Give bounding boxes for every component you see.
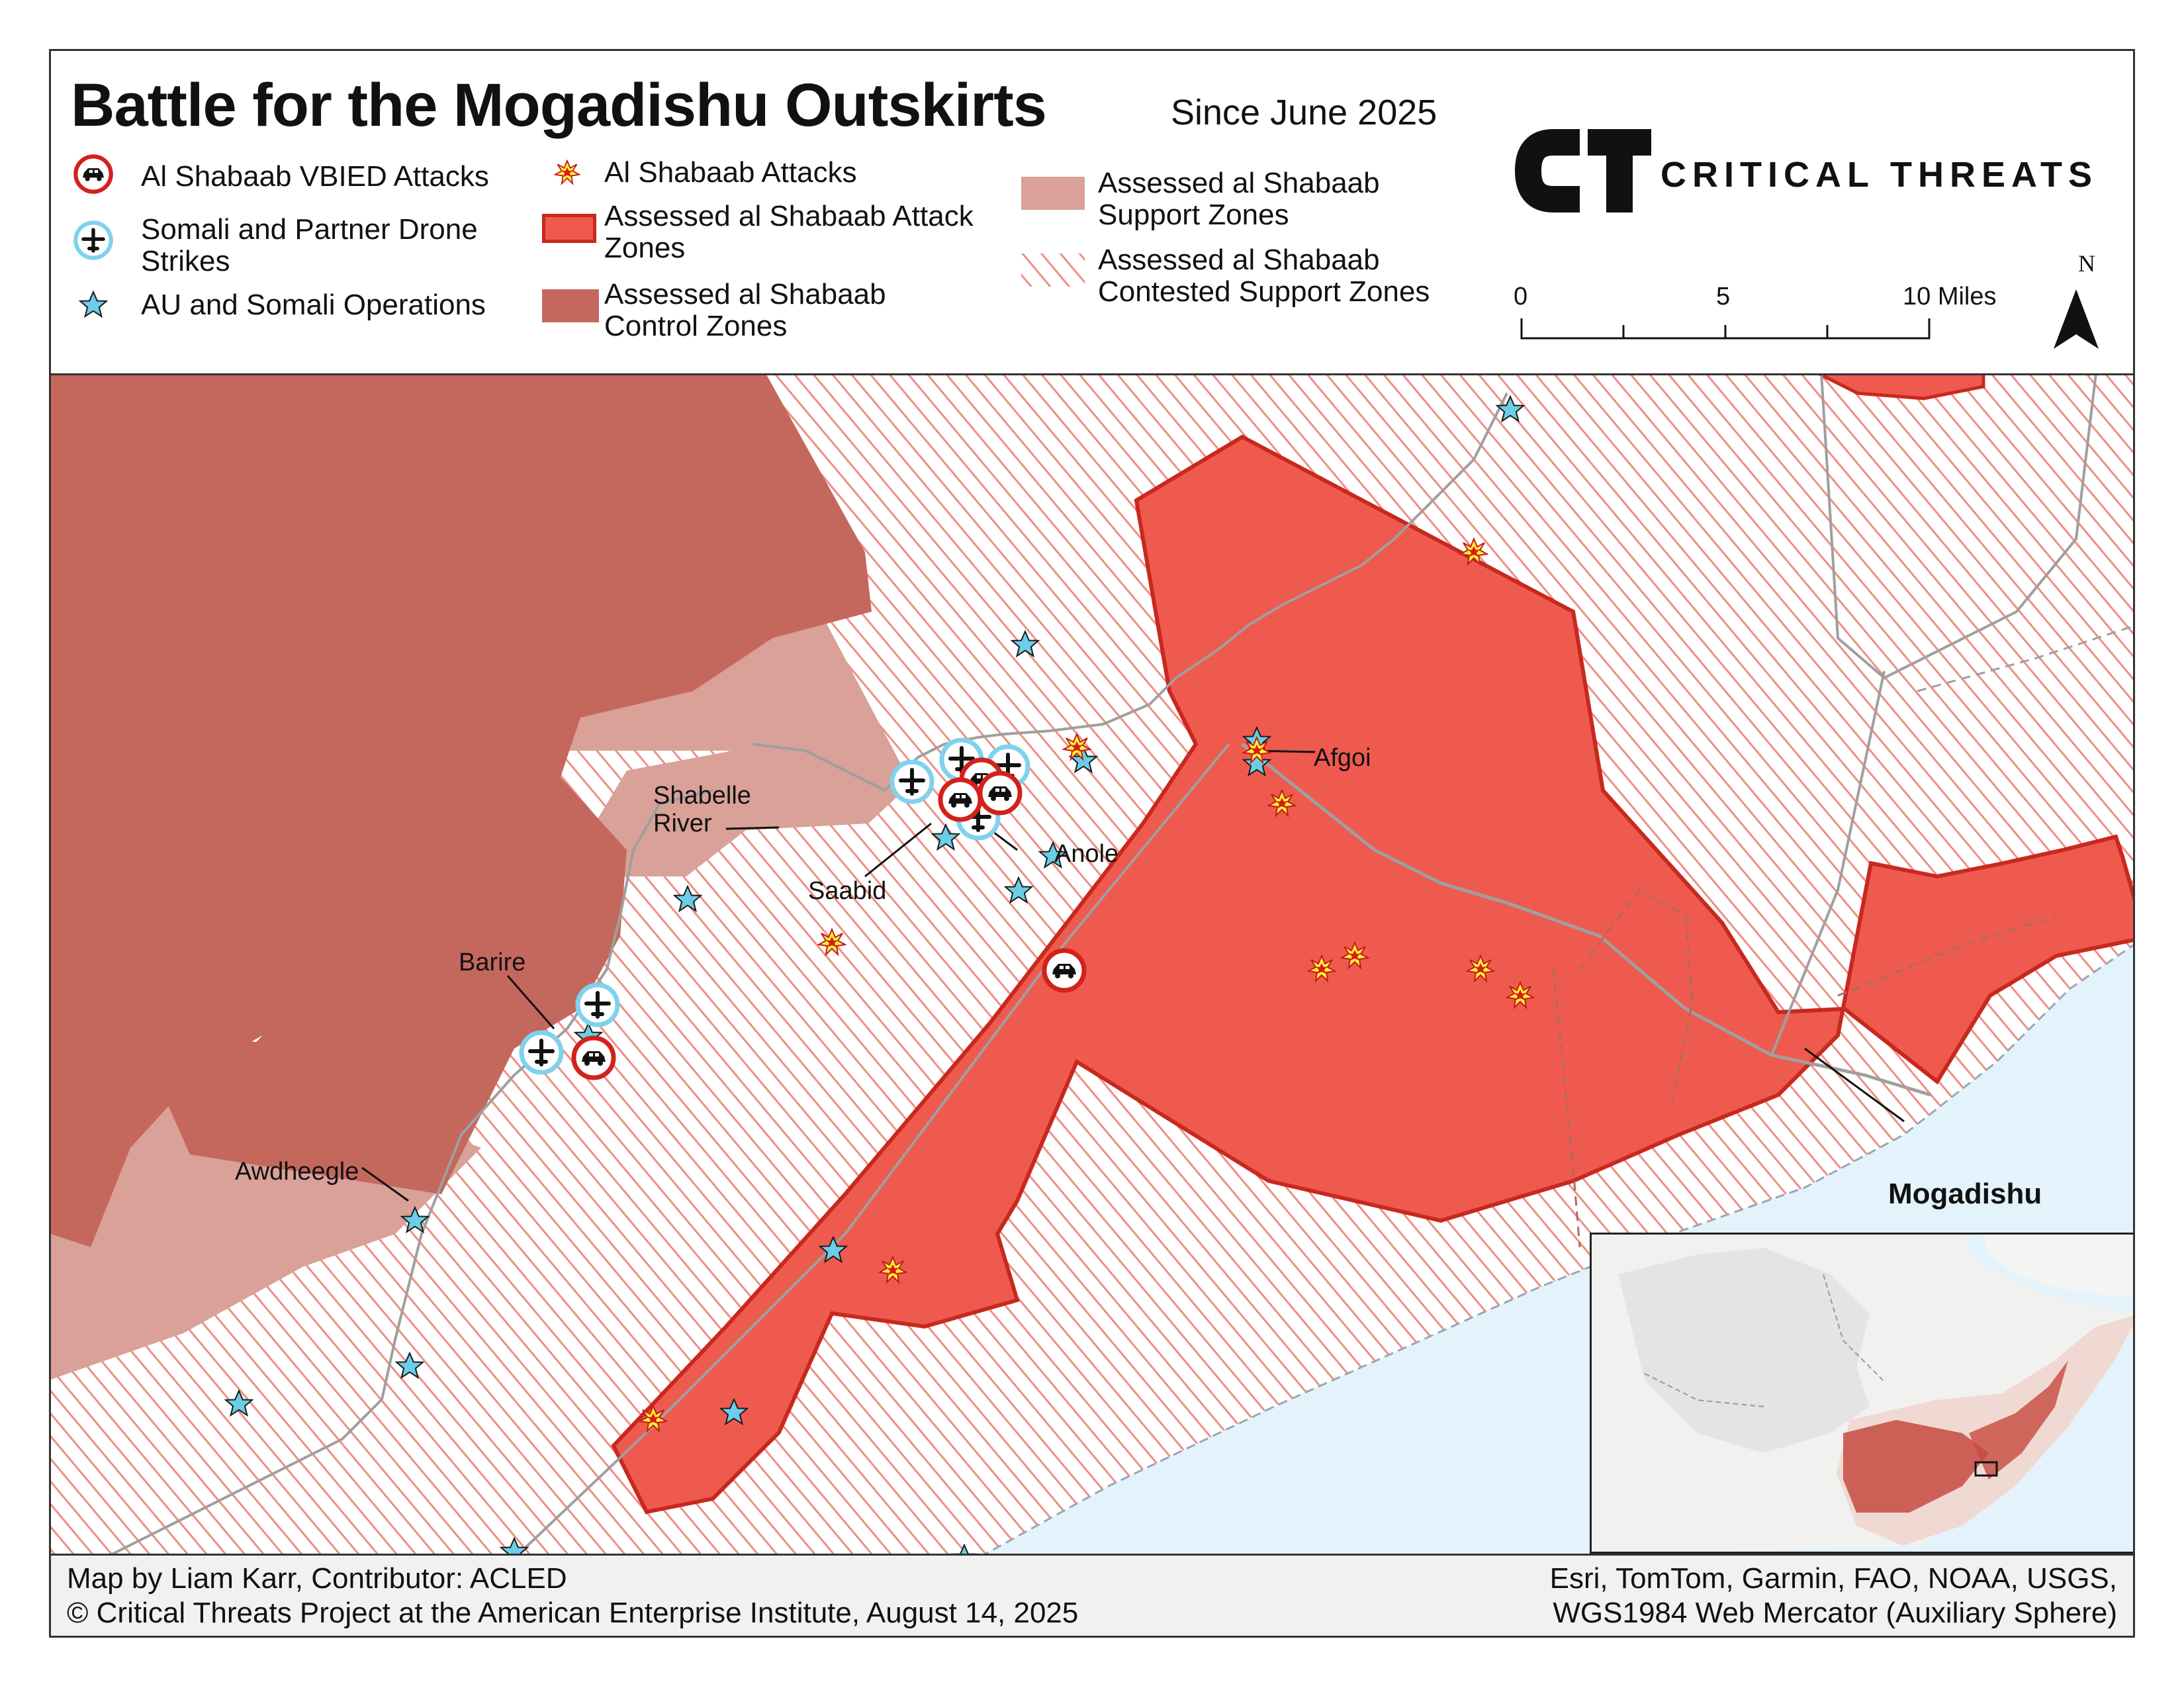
legend-operations-label: AU and Somali Operations	[141, 289, 486, 321]
critical-threats-logo	[1514, 129, 1651, 212]
place-label-mogadishu: Mogadishu	[1888, 1178, 2042, 1210]
legend-vbied: Al Shabaab VBIED Attacks	[72, 161, 489, 193]
legend-control-zones-label: Assessed al Shabaab Control Zones	[604, 278, 886, 342]
contested-zone-swatch	[1021, 254, 1085, 287]
scale-label-5: 5	[1716, 283, 1731, 310]
legend-attacks-label: Al Shabaab Attacks	[604, 156, 857, 189]
map-frame: Afgoi Shabelle River Anole Saabid Barire…	[49, 49, 2135, 1638]
credit-line-1: Map by Liam Karr, Contributor: ACLED	[67, 1562, 567, 1595]
place-label-afgoi: Afgoi	[1314, 744, 1371, 772]
legend-drone: Somali and Partner Drone Strikes	[72, 214, 478, 277]
north-arrow-icon	[2054, 289, 2099, 349]
legend-vbied-label: Al Shabaab VBIED Attacks	[141, 160, 489, 193]
legend-operations: AU and Somali Operations	[72, 289, 486, 321]
car-icon	[1044, 951, 1084, 990]
map-subtitle: Since June 2025	[1171, 93, 1437, 132]
leader-mogadishu	[1804, 1047, 1905, 1123]
place-label-anole: Anole	[1054, 840, 1119, 868]
brand-name: CRITICAL THREATS	[1661, 155, 2098, 195]
star-icon	[79, 291, 107, 317]
explosion-icon	[554, 160, 580, 185]
scale-bar-ticks	[1520, 318, 1931, 340]
plane-icon	[522, 1033, 561, 1072]
leader-barire	[506, 975, 555, 1029]
legend-drone-label: Somali and Partner Drone Strikes	[141, 213, 478, 277]
place-label-saabid: Saabid	[808, 877, 887, 905]
support-zone-swatch	[1021, 177, 1085, 210]
place-label-awdheegle: Awdheegle	[235, 1158, 359, 1186]
place-label-shabelle-river: Shabelle River	[653, 782, 751, 837]
legend-attack-zones-label: Assessed al Shabaab Attack Zones	[604, 200, 974, 264]
attack-zone-swatch	[542, 214, 596, 243]
legend-control-zones: Assessed al Shabaab Control Zones	[539, 279, 886, 342]
legend-attack-zones: Assessed al Shabaab Attack Zones	[539, 201, 974, 264]
legend-support-zones-label: Assessed al Shabaab Support Zones	[1098, 167, 1380, 231]
map-header: Battle for the Mogadishu Outskirts Since…	[51, 51, 2133, 375]
map-footer: Map by Liam Karr, Contributor: ACLED © C…	[51, 1554, 2133, 1636]
scale-label-0: 0	[1514, 283, 1528, 310]
legend-support-zones: Assessed al Shabaab Support Zones	[1021, 167, 1380, 231]
control-zone-swatch	[542, 289, 599, 322]
car-icon	[940, 780, 980, 820]
car-icon	[980, 773, 1020, 813]
locator-inset-map	[1590, 1233, 2133, 1554]
plane-icon	[72, 219, 114, 261]
map-title: Battle for the Mogadishu Outskirts	[71, 71, 1047, 139]
legend-contested-support-label: Assessed al Shabaab Contested Support Zo…	[1098, 244, 1430, 308]
credit-line-2: © Critical Threats Project at the Americ…	[67, 1597, 1079, 1629]
leader-awdheegle	[361, 1166, 409, 1202]
car-icon	[574, 1038, 614, 1078]
leader-saabid	[864, 822, 932, 878]
source-line-2: WGS1984 Web Mercator (Auxiliary Sphere)	[1553, 1597, 2117, 1629]
plane-icon	[892, 762, 932, 802]
scale-bar: 0 5 10 Miles	[1514, 283, 1997, 349]
car-icon	[72, 153, 114, 195]
source-line-1: Esri, TomTom, Garmin, FAO, NOAA, USGS,	[1549, 1562, 2117, 1595]
north-label: N	[2078, 250, 2095, 277]
scale-label-10: 10 Miles	[1903, 283, 1997, 310]
legend-attacks: Al Shabaab Attacks	[539, 157, 857, 189]
legend-contested-support: Assessed al Shabaab Contested Support Zo…	[1021, 244, 1430, 308]
plane-icon	[578, 985, 617, 1025]
place-label-barire: Barire	[459, 949, 526, 976]
leader-shabelle	[725, 826, 780, 830]
